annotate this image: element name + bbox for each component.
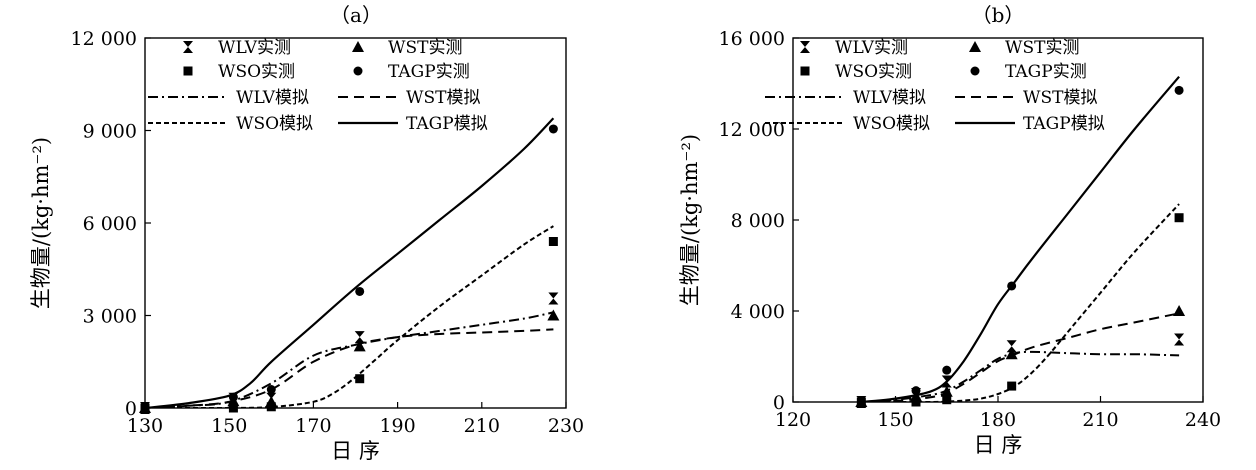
data-point-WLV实测 bbox=[1174, 333, 1185, 346]
data-point-TAGP实测 bbox=[856, 397, 866, 407]
legend-label: WSO模拟 bbox=[853, 114, 930, 134]
legend-label: WLV实测 bbox=[835, 38, 908, 58]
x-tick-label: 170 bbox=[295, 415, 331, 437]
plot-frame bbox=[144, 37, 567, 409]
data-point-WSO实测 bbox=[942, 395, 952, 405]
legend-marker bbox=[800, 66, 810, 76]
data-point-WSO实测 bbox=[1174, 213, 1184, 223]
legend: WLV实测 WST实测 WSO实测 TAGP实测 WLV模拟 WST模拟 WSO模拟 TAGP… bbox=[765, 38, 1105, 134]
legend-label: WSO实测 bbox=[835, 62, 912, 82]
y-tick-label: 3 000 bbox=[83, 306, 137, 328]
legend-marker bbox=[970, 66, 980, 76]
x-axis-title: 日 序 bbox=[331, 439, 380, 463]
legend-label: WLV模拟 bbox=[853, 88, 926, 108]
legend-label: WLV实测 bbox=[218, 38, 291, 58]
x-tick-label: 230 bbox=[548, 415, 584, 437]
chart-panel-a: （a） 130 150 170 190 210 230 0 3 000 6 000 9 000 12 … bbox=[29, 3, 584, 463]
data-point-WLV实测 bbox=[941, 375, 952, 388]
data-point-WSO实测 bbox=[266, 402, 276, 412]
y-tick-label: 16 000 bbox=[719, 28, 785, 50]
y-axis-title: 生物量/(kg·hm⁻²) bbox=[29, 137, 53, 309]
data-point-WST实测 bbox=[547, 309, 560, 321]
x-tick-label: 120 bbox=[775, 409, 811, 431]
series-line-WLV模拟 bbox=[861, 350, 1180, 402]
data-point-TAGP实测 bbox=[266, 385, 276, 394]
legend-marker bbox=[800, 41, 810, 53]
series-line-TAGP模拟 bbox=[145, 117, 555, 408]
x-tick-label: 150 bbox=[877, 409, 913, 431]
series-line-WLV模拟 bbox=[145, 311, 554, 408]
y-tick-label: 8 000 bbox=[731, 210, 785, 232]
y-tick-label: 4 000 bbox=[731, 301, 785, 323]
chart-panel-b: （b） 120 150 180 210 240 0 4 000 8 000 12 000 16 00… bbox=[678, 3, 1221, 457]
legend-label: WSO模拟 bbox=[236, 114, 313, 134]
legend: WLV实测 WST实测 WSO实测 TAGP实测 WLV模拟 WST模拟 WSO模拟 TAGP… bbox=[148, 38, 488, 134]
data-point-TAGP实测 bbox=[355, 286, 365, 296]
data-point-TAGP实测 bbox=[942, 365, 952, 375]
data-point-WSO实测 bbox=[911, 397, 921, 407]
data-point-WLV实测 bbox=[354, 331, 365, 344]
y-tick-label: 0 bbox=[773, 392, 785, 414]
data-point-WST实测 bbox=[1005, 348, 1018, 360]
y-tick-label: 6 000 bbox=[83, 213, 137, 235]
series-line-WST模拟 bbox=[145, 328, 554, 408]
legend-marker bbox=[969, 41, 981, 52]
panel-label: （a） bbox=[330, 3, 382, 27]
legend-marker bbox=[352, 41, 364, 52]
legend-label: TAGP实测 bbox=[1005, 62, 1087, 82]
data-point-WLV实测 bbox=[548, 292, 559, 305]
data-point-WSO实测 bbox=[548, 237, 558, 246]
y-axis-title: 生物量/(kg·hm⁻²) bbox=[678, 134, 702, 306]
x-tick-label: 180 bbox=[980, 409, 1016, 431]
data-point-TAGP实测 bbox=[140, 403, 150, 413]
y-tick-label: 9 000 bbox=[83, 121, 137, 143]
data-point-WSO实测 bbox=[228, 403, 238, 413]
legend-label: TAGP实测 bbox=[388, 62, 470, 82]
x-tick-label: 150 bbox=[211, 415, 247, 437]
legend-label: WST模拟 bbox=[406, 88, 480, 108]
series-line-WSO模拟 bbox=[861, 203, 1180, 402]
data-point-TAGP实测 bbox=[911, 386, 921, 396]
legend-marker bbox=[353, 66, 363, 76]
data-point-WST实测 bbox=[353, 340, 366, 352]
series-line-TAGP模拟 bbox=[861, 75, 1180, 402]
data-point-WST实测 bbox=[1173, 305, 1186, 316]
series-line-WST模拟 bbox=[861, 312, 1180, 402]
data-point-TAGP实测 bbox=[1007, 281, 1017, 291]
data-point-TAGP实测 bbox=[228, 392, 238, 402]
data-point-TAGP实测 bbox=[548, 124, 558, 134]
legend-label: WST实测 bbox=[1005, 38, 1079, 58]
x-tick-label: 130 bbox=[127, 415, 163, 437]
y-tick-label: 0 bbox=[125, 398, 137, 420]
legend-label: WSO实测 bbox=[218, 62, 295, 82]
data-point-WSO实测 bbox=[355, 374, 365, 384]
x-tick-label: 210 bbox=[1082, 409, 1118, 431]
y-tick-label: 12 000 bbox=[71, 28, 137, 50]
y-tick-label: 12 000 bbox=[719, 119, 785, 141]
legend-label: WLV模拟 bbox=[236, 88, 309, 108]
x-tick-label: 190 bbox=[379, 415, 415, 437]
legend-marker bbox=[183, 66, 193, 76]
legend-label: WST实测 bbox=[388, 38, 462, 58]
legend-label: TAGP模拟 bbox=[406, 114, 488, 134]
legend-label: WST模拟 bbox=[1023, 88, 1097, 108]
x-tick-label: 240 bbox=[1185, 409, 1221, 431]
data-point-TAGP实测 bbox=[1174, 85, 1184, 95]
x-axis-title: 日 序 bbox=[974, 433, 1023, 457]
data-point-WSO实测 bbox=[1007, 381, 1017, 391]
panel-label: （b） bbox=[972, 3, 1025, 27]
x-tick-label: 210 bbox=[464, 415, 500, 437]
data-point-WLV实测 bbox=[1006, 340, 1017, 353]
data-point-WST实测 bbox=[940, 385, 953, 397]
legend-marker bbox=[183, 41, 193, 53]
series-line-WSO模拟 bbox=[145, 225, 554, 408]
legend-label: TAGP模拟 bbox=[1023, 114, 1105, 134]
